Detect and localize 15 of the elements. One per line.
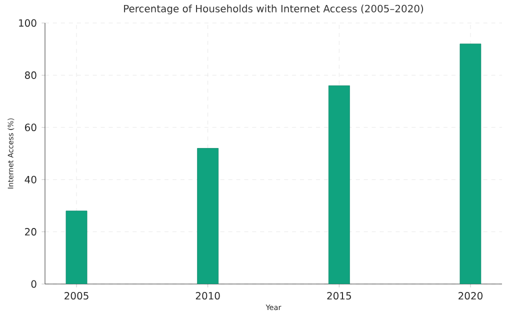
y-tick-label: 40	[24, 176, 36, 184]
x-tick-label: 2005	[64, 292, 88, 300]
x-tick-label: 2015	[327, 292, 351, 300]
x-tick-label: 2010	[196, 292, 220, 300]
chart-title: Percentage of Households with Internet Access (2005–2020)	[124, 4, 424, 14]
bar	[197, 148, 219, 284]
y-tick-label: 20	[25, 228, 36, 236]
bar	[328, 85, 350, 284]
bar	[460, 44, 482, 284]
y-tick-label: 80	[24, 71, 36, 79]
y-tick-label: 0	[31, 280, 36, 288]
bar	[66, 210, 88, 284]
y-tick-label: 100	[19, 19, 36, 27]
x-tick-label: 2020	[458, 292, 482, 300]
y-tick-label: 60	[25, 124, 36, 132]
